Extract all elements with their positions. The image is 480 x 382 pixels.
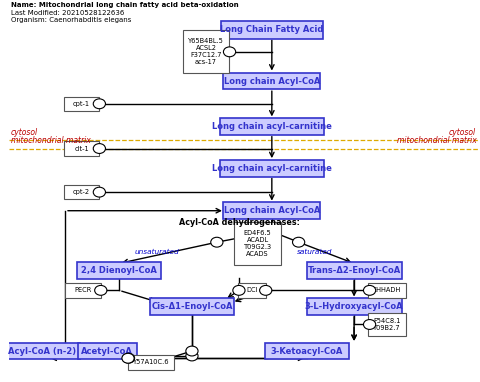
Text: mitochondrial matrix: mitochondrial matrix (11, 136, 91, 146)
FancyBboxPatch shape (223, 73, 320, 89)
Text: Long chain Acyl-CoA: Long chain Acyl-CoA (224, 76, 320, 86)
Text: EHHADH: EHHADH (373, 287, 401, 293)
Text: cpt-1: cpt-1 (73, 101, 90, 107)
Text: cpt-2: cpt-2 (73, 189, 90, 195)
FancyBboxPatch shape (78, 343, 137, 359)
Text: Last Modified: 20210528122636: Last Modified: 20210528122636 (11, 10, 124, 16)
Circle shape (292, 237, 305, 247)
FancyBboxPatch shape (265, 343, 349, 359)
Text: Long chain acyl-carnitine: Long chain acyl-carnitine (212, 122, 332, 131)
Circle shape (93, 99, 106, 109)
FancyBboxPatch shape (77, 262, 161, 279)
Circle shape (122, 353, 134, 363)
Text: Y65B4BL.5
ACSL2
F37C12.7
acs-17: Y65B4BL.5 ACSL2 F37C12.7 acs-17 (188, 38, 224, 65)
Text: mitochondrial matrix: mitochondrial matrix (396, 136, 476, 146)
FancyBboxPatch shape (307, 262, 402, 279)
Text: F54C8.1
T09B2.7: F54C8.1 T09B2.7 (373, 318, 401, 331)
FancyBboxPatch shape (368, 313, 406, 336)
FancyBboxPatch shape (5, 343, 80, 359)
FancyBboxPatch shape (128, 355, 174, 370)
Text: 3-L-Hydroxyacyl-CoA: 3-L-Hydroxyacyl-CoA (305, 302, 403, 311)
FancyBboxPatch shape (223, 202, 320, 219)
FancyBboxPatch shape (64, 185, 99, 199)
FancyBboxPatch shape (150, 298, 234, 315)
Text: Name: Mitochondrial long chain fatty acid beta-oxidation: Name: Mitochondrial long chain fatty aci… (11, 2, 238, 8)
Text: PECR: PECR (74, 287, 92, 293)
Text: Long Chain Fatty Acid: Long Chain Fatty Acid (220, 25, 324, 34)
Text: Acyl-CoA dehydrogenases:: Acyl-CoA dehydrogenases: (179, 218, 300, 227)
Circle shape (223, 47, 236, 57)
FancyBboxPatch shape (221, 21, 323, 39)
Circle shape (186, 346, 198, 356)
Circle shape (122, 353, 134, 363)
Circle shape (93, 187, 106, 197)
Text: Y57A10C.6: Y57A10C.6 (133, 359, 169, 366)
Circle shape (211, 237, 223, 247)
FancyBboxPatch shape (64, 141, 99, 156)
FancyBboxPatch shape (64, 97, 99, 111)
Text: 3-Ketoacyl-CoA: 3-Ketoacyl-CoA (271, 346, 343, 356)
Text: 2,4 Dienoyl-CoA: 2,4 Dienoyl-CoA (81, 266, 157, 275)
Circle shape (363, 320, 376, 329)
Text: ED4F6.5
ACADL
T09G2.3
ACADS: ED4F6.5 ACADL T09G2.3 ACADS (244, 230, 272, 257)
Text: Trans-Δ2-Enoyl-CoA: Trans-Δ2-Enoyl-CoA (308, 266, 401, 275)
FancyBboxPatch shape (183, 30, 229, 73)
Circle shape (95, 285, 107, 295)
FancyBboxPatch shape (238, 283, 266, 298)
FancyBboxPatch shape (307, 298, 402, 315)
Circle shape (233, 285, 245, 295)
Text: cytosol: cytosol (449, 128, 476, 137)
FancyBboxPatch shape (368, 283, 406, 298)
Text: unsaturated: unsaturated (134, 249, 179, 255)
Text: Acetyl-CoA: Acetyl-CoA (82, 346, 133, 356)
FancyBboxPatch shape (220, 160, 324, 176)
FancyBboxPatch shape (220, 118, 324, 135)
Text: DCI: DCI (246, 287, 258, 293)
Text: clt-1: clt-1 (74, 146, 89, 152)
Text: Long chain Acyl-CoA: Long chain Acyl-CoA (224, 206, 320, 215)
Text: Cis-Δ1-Enoyl-CoA: Cis-Δ1-Enoyl-CoA (151, 302, 233, 311)
FancyBboxPatch shape (65, 283, 101, 298)
Circle shape (260, 285, 272, 295)
Text: saturated: saturated (297, 249, 332, 255)
FancyBboxPatch shape (234, 222, 281, 265)
Text: Acyl-CoA (n-2): Acyl-CoA (n-2) (9, 346, 77, 356)
Text: cytosol: cytosol (11, 128, 38, 137)
Circle shape (93, 144, 106, 154)
Circle shape (186, 351, 198, 361)
Circle shape (363, 285, 376, 295)
Text: Organism: Caenorhabditis elegans: Organism: Caenorhabditis elegans (11, 17, 131, 23)
Text: Long chain acyl-carnitine: Long chain acyl-carnitine (212, 164, 332, 173)
